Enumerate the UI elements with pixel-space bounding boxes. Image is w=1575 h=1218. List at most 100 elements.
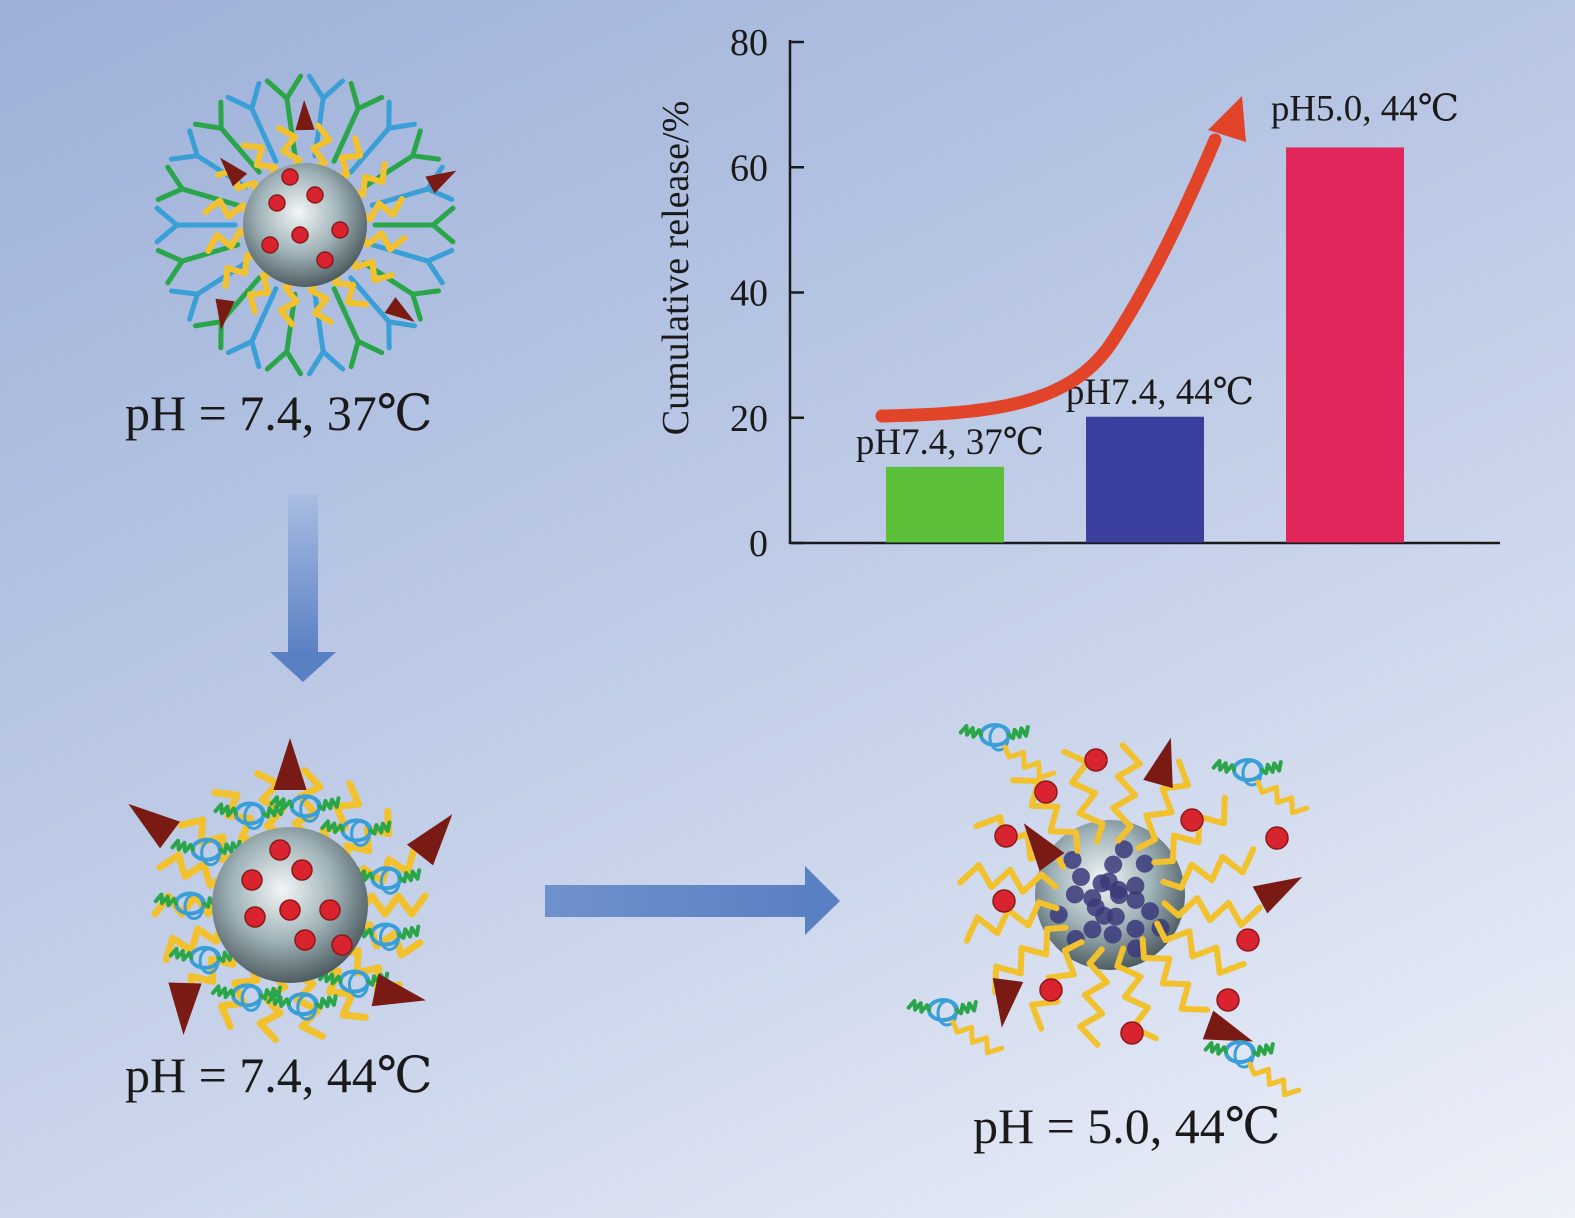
core-pore [1092,874,1111,893]
released-drug-molecules [906,723,1310,1098]
drug-dot-icon [331,934,353,956]
coiled-polymer-icon [210,983,282,1012]
green-chain [314,994,338,1010]
yellow-chain [950,1019,1005,1056]
bar-3 [1286,147,1404,543]
green-chain [398,868,422,884]
y-tick-label: 40 [730,273,768,315]
green-chain [259,985,282,1001]
core-pore [1083,920,1102,939]
core-pore [1065,885,1084,904]
drug-cone-icon [406,814,453,866]
core-pore [1126,890,1145,909]
core-pore [1106,907,1125,926]
polymer-branch [372,205,456,245]
drug-dot-icon [261,236,279,254]
drug-dot-icon [994,824,1018,848]
yellow-chain [1139,936,1211,1013]
core-pore [1109,880,1128,899]
green-chain [906,999,931,1014]
drug-dot-icon [1236,928,1260,952]
polymer-branch [225,286,279,370]
polymer-branch [331,80,385,164]
green-chain [1007,725,1030,741]
coiled-polymer-icon [1211,758,1283,787]
drug-dot-icon [1034,780,1058,804]
green-chain [955,1000,978,1016]
coiled-polymer-icon [320,818,392,847]
micelle-intact-illustration [154,73,457,377]
y-tick-label: 80 [730,22,768,64]
bar-label-2: pH7.4, 44℃ [1066,372,1254,413]
drug-cone-icon [168,982,202,1035]
core-pore [1135,854,1154,873]
polymer-branch [348,275,418,351]
coiled-polymer-icon [266,992,338,1021]
drug-dot-icon [241,869,263,891]
coiled-polymer-icon [906,998,978,1027]
green-chain [397,924,421,940]
green-chain [266,993,291,1008]
yellow-chain [1009,777,1081,854]
drug-cone-icon [1143,737,1173,789]
drug-cone-icon [273,738,307,791]
green-chain [170,838,195,854]
green-chain [1260,760,1283,776]
drug-dot-icon [1180,808,1204,832]
drug-dot-icon [306,186,324,204]
polymer-branch [331,286,385,370]
right-arrow-icon [545,866,840,935]
core-pore [1114,840,1133,859]
core-pore [1104,855,1123,874]
yellow-chain [1002,744,1057,781]
drug-cone-icon [215,298,235,330]
drug-cone-icon [295,100,315,131]
core-pore [1063,851,1082,870]
drug-dot-icon [1120,1021,1144,1045]
green-chain [1211,759,1236,774]
core-pore [1141,902,1160,921]
y-tick-label: 20 [730,398,768,440]
drug-dot-icon [294,929,316,951]
bar-1 [886,466,1004,543]
drug-dot-icon [1039,978,1063,1002]
green-chain [317,796,341,812]
drug-cone-icon [384,297,415,322]
bar-2 [1086,416,1204,543]
y-axis-label: Cumulative release/% [655,101,697,436]
green-chain [213,802,238,818]
drug-dot-icon [244,906,266,928]
green-chain [1252,1042,1275,1058]
green-chain [168,946,194,962]
core-pore [1086,898,1105,917]
polymer-branch [348,99,418,175]
green-chain [958,724,983,739]
drug-dot-icon [291,859,313,881]
core-pore [1071,867,1090,886]
drug-dot-icon [1216,988,1240,1012]
yellow-chain [1161,895,1263,928]
yellow-chain [1255,779,1310,816]
polymer-branch [154,205,238,245]
down-arrow-icon [270,494,336,682]
yellow-chain [1160,846,1257,891]
polymer-branch [369,242,455,286]
drug-cone-icon [992,978,1024,1028]
drug-dot-icon [279,899,301,921]
green-chain [269,795,294,810]
yellow-chain [957,862,1059,895]
coiled-polymer-icon [168,945,240,975]
drug-cone-icon [220,157,248,187]
y-tick-label: 60 [730,147,768,189]
coiled-polymer-icon [269,794,341,823]
yellow-chain [1029,939,1085,1032]
green-chain [368,820,392,836]
drug-dot-icon [268,194,286,212]
bar-label-1: pH7.4, 37℃ [856,422,1044,463]
green-chain [261,803,285,819]
state-label-acidic: pH = 5.0, 44℃ [973,1098,1281,1154]
polymer-branch [155,164,241,208]
trend-arrow-icon [875,96,1246,423]
